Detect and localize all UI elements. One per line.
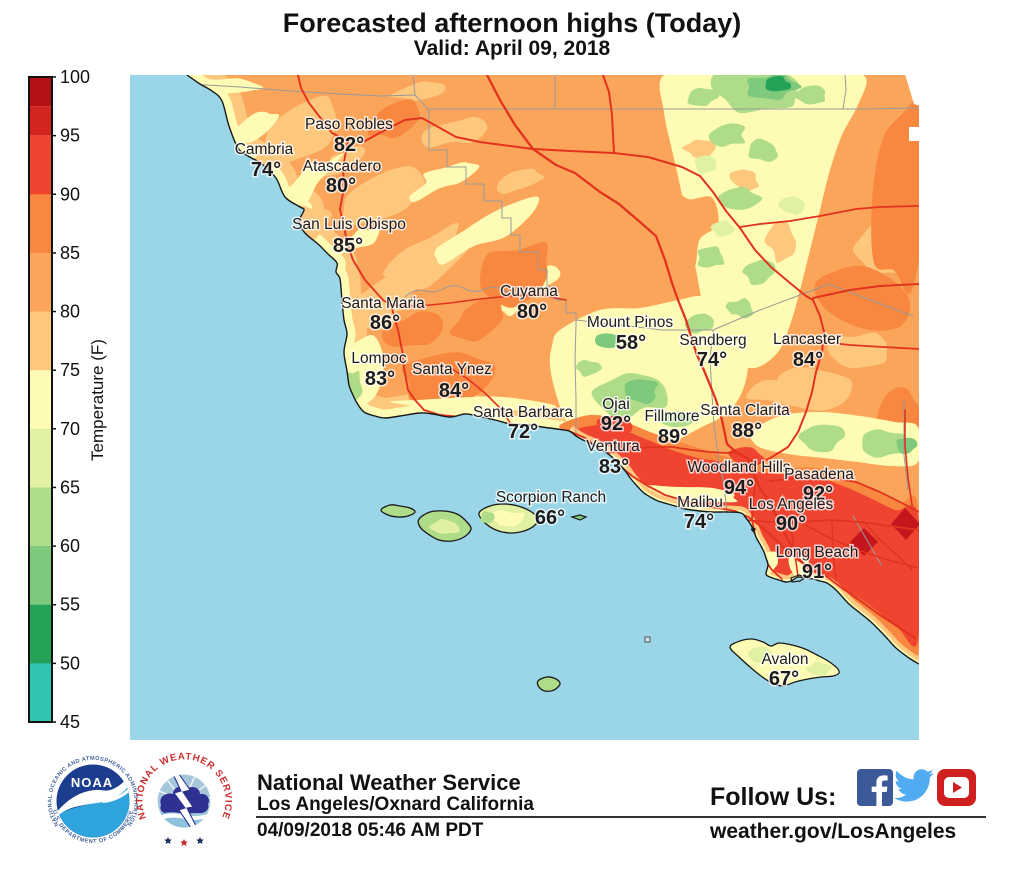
svg-text:82°: 82° (334, 134, 364, 156)
svg-text:92°: 92° (803, 483, 833, 505)
svg-text:Santa Maria: Santa Maria (341, 295, 425, 312)
svg-text:72°: 72° (508, 421, 538, 443)
svg-text:100: 100 (60, 67, 90, 87)
svg-text:Ventura: Ventura (586, 438, 640, 455)
svg-text:Atascadero: Atascadero (303, 158, 381, 175)
svg-text:Paso Robles: Paso Robles (305, 116, 393, 133)
svg-text:Santa Ynez: Santa Ynez (412, 361, 492, 378)
svg-text:Avalon: Avalon (761, 651, 808, 668)
svg-text:65: 65 (60, 477, 80, 497)
svg-text:Los Angeles: Los Angeles (749, 496, 834, 513)
svg-text:74°: 74° (251, 159, 281, 181)
svg-text:86°: 86° (370, 312, 400, 334)
svg-text:Sandberg: Sandberg (679, 332, 746, 349)
svg-text:94°: 94° (724, 477, 754, 499)
svg-text:55: 55 (60, 595, 80, 615)
svg-text:Santa Clarita: Santa Clarita (700, 402, 790, 419)
svg-text:Fillmore: Fillmore (644, 408, 699, 425)
svg-text:Santa Barbara: Santa Barbara (473, 404, 573, 421)
svg-text:NOAA: NOAA (71, 775, 113, 790)
svg-text:50: 50 (60, 653, 80, 673)
svg-text:Malibu: Malibu (677, 494, 723, 511)
svg-text:70: 70 (60, 419, 80, 439)
svg-text:Ojai: Ojai (602, 396, 630, 413)
svg-text:66°: 66° (535, 507, 565, 529)
svg-text:San Luis Obispo: San Luis Obispo (292, 216, 406, 233)
svg-text:75: 75 (60, 360, 80, 380)
svg-text:Woodland Hills: Woodland Hills (687, 459, 790, 476)
svg-text:89°: 89° (658, 426, 688, 448)
svg-text:Pasadena: Pasadena (784, 466, 854, 483)
svg-text:Scorpion Ranch: Scorpion Ranch (496, 489, 606, 506)
svg-text:83°: 83° (599, 456, 629, 478)
svg-text:85: 85 (60, 243, 80, 263)
svg-text:Lancaster: Lancaster (773, 331, 841, 348)
svg-text:92°: 92° (601, 413, 631, 435)
svg-text:Cambria: Cambria (235, 141, 294, 158)
svg-text:90: 90 (60, 184, 80, 204)
svg-text:90°: 90° (776, 513, 806, 535)
svg-text:Long Beach: Long Beach (776, 544, 859, 561)
svg-text:88°: 88° (732, 420, 762, 442)
svg-text:84°: 84° (439, 380, 469, 402)
svg-text:Cuyama: Cuyama (500, 283, 558, 300)
svg-text:67°: 67° (769, 668, 799, 690)
svg-text:80°: 80° (326, 175, 356, 197)
svg-text:58°: 58° (616, 332, 646, 354)
svg-text:Mount Pinos: Mount Pinos (587, 314, 673, 331)
svg-text:Lompoc: Lompoc (351, 350, 406, 367)
svg-text:95: 95 (60, 126, 80, 146)
svg-text:84°: 84° (793, 349, 823, 371)
svg-text:83°: 83° (365, 368, 395, 390)
svg-text:74°: 74° (684, 511, 714, 533)
svg-text:60: 60 (60, 536, 80, 556)
svg-text:85°: 85° (333, 235, 363, 257)
svg-text:91°: 91° (802, 561, 832, 583)
svg-text:80°: 80° (517, 301, 547, 323)
svg-text:74°: 74° (697, 349, 727, 371)
svg-text:80: 80 (60, 302, 80, 322)
svg-text:45: 45 (60, 712, 80, 732)
svg-text:Temperature (F): Temperature (F) (88, 339, 107, 461)
